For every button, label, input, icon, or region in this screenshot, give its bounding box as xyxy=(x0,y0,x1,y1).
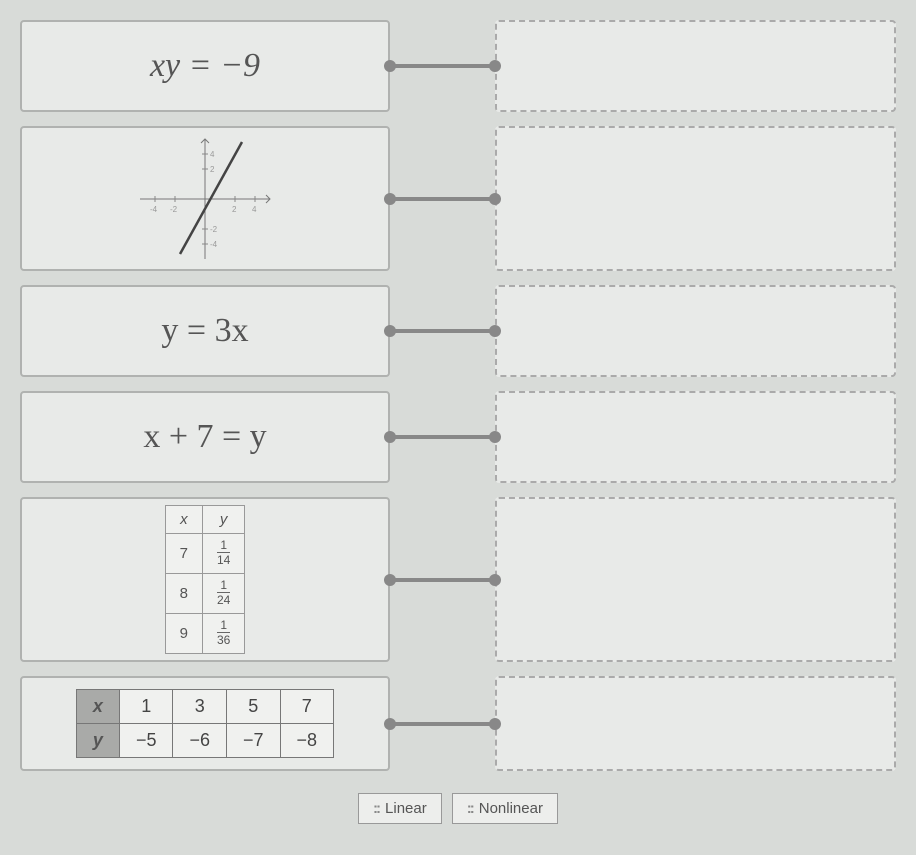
svg-text:4: 4 xyxy=(210,150,215,159)
mini-coordinate-graph: -4 -2 2 4 4 2 -2 -4 xyxy=(130,134,280,264)
match-row: y = 3x xyxy=(20,285,896,377)
cell-y: 1 14 xyxy=(202,534,244,574)
cell: −7 xyxy=(227,724,281,758)
connector-line xyxy=(390,329,495,333)
row-label-x: x xyxy=(76,690,119,724)
svg-text:-2: -2 xyxy=(170,205,178,214)
svg-text:-4: -4 xyxy=(150,205,158,214)
answer-choice-bank: Linear Nonlinear xyxy=(20,793,896,824)
cell: −8 xyxy=(280,724,334,758)
cell-y: 1 24 xyxy=(202,574,244,614)
cell: 5 xyxy=(227,690,281,724)
connector-line xyxy=(390,64,495,68)
match-row: xy = −9 xyxy=(20,20,896,112)
connector-line xyxy=(390,578,495,582)
prompt-card-graph[interactable]: -4 -2 2 4 4 2 -2 -4 xyxy=(20,126,390,271)
match-row: x + 7 = y xyxy=(20,391,896,483)
dropzone[interactable] xyxy=(495,285,896,377)
xy-horizontal-table: x 1 3 5 7 y −5 −6 −7 −8 xyxy=(76,689,334,758)
prompt-card-vtable[interactable]: x y 7 1 14 8 1 xyxy=(20,497,390,662)
xy-vertical-table: x y 7 1 14 8 1 xyxy=(165,505,246,654)
table-row-y: y −5 −6 −7 −8 xyxy=(76,724,333,758)
svg-text:-4: -4 xyxy=(210,240,218,249)
prompt-card-equation-1[interactable]: xy = −9 xyxy=(20,20,390,112)
dropzone[interactable] xyxy=(495,20,896,112)
dropzone[interactable] xyxy=(495,126,896,271)
connector-line xyxy=(390,722,495,726)
dropzone[interactable] xyxy=(495,391,896,483)
fraction: 1 14 xyxy=(217,539,230,566)
prompt-card-equation-3[interactable]: x + 7 = y xyxy=(20,391,390,483)
svg-text:-2: -2 xyxy=(210,225,218,234)
prompt-card-equation-2[interactable]: y = 3x xyxy=(20,285,390,377)
cell-x: 8 xyxy=(165,574,202,614)
equation-text: y = 3x xyxy=(161,312,248,350)
cell: −5 xyxy=(119,724,173,758)
choice-chip-linear[interactable]: Linear xyxy=(358,793,442,824)
match-row: x y 7 1 14 8 1 xyxy=(20,497,896,662)
fraction: 1 24 xyxy=(217,579,230,606)
table-row: 7 1 14 xyxy=(165,534,245,574)
cell: −6 xyxy=(173,724,227,758)
cell: 1 xyxy=(119,690,173,724)
cell-y: 1 36 xyxy=(202,614,244,654)
table-row: 9 1 36 xyxy=(165,614,245,654)
svg-text:4: 4 xyxy=(252,205,257,214)
row-label-y: y xyxy=(76,724,119,758)
table-header-x: x xyxy=(165,506,202,534)
cell: 7 xyxy=(280,690,334,724)
dropzone[interactable] xyxy=(495,676,896,771)
table-row-x: x 1 3 5 7 xyxy=(76,690,333,724)
prompt-card-htable[interactable]: x 1 3 5 7 y −5 −6 −7 −8 xyxy=(20,676,390,771)
matching-container: xy = −9 xyxy=(20,20,896,771)
table-header-y: y xyxy=(202,506,244,534)
equation-text: xy = −9 xyxy=(150,47,260,85)
svg-text:2: 2 xyxy=(232,205,237,214)
cell-x: 9 xyxy=(165,614,202,654)
cell-x: 7 xyxy=(165,534,202,574)
connector-line xyxy=(390,197,495,201)
connector-line xyxy=(390,435,495,439)
dropzone[interactable] xyxy=(495,497,896,662)
equation-text: x + 7 = y xyxy=(143,418,266,456)
choice-chip-nonlinear[interactable]: Nonlinear xyxy=(452,793,558,824)
match-row: x 1 3 5 7 y −5 −6 −7 −8 xyxy=(20,676,896,771)
match-row: -4 -2 2 4 4 2 -2 -4 xyxy=(20,126,896,271)
fraction: 1 36 xyxy=(217,619,230,646)
table-row: 8 1 24 xyxy=(165,574,245,614)
cell: 3 xyxy=(173,690,227,724)
svg-text:2: 2 xyxy=(210,165,215,174)
